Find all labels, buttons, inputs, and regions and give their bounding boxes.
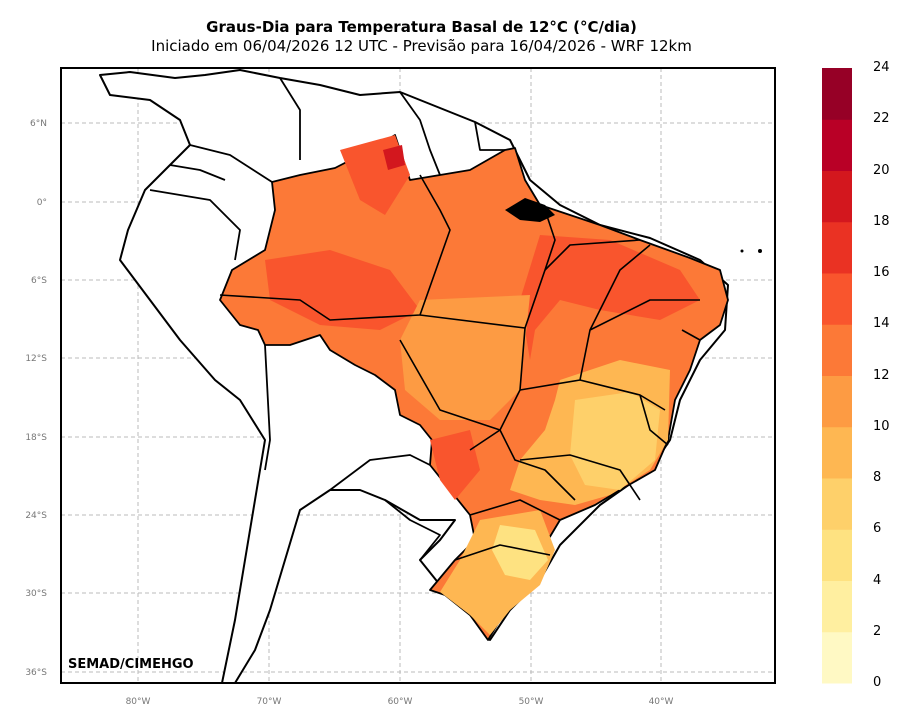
colorbar-tick-label: 18: [873, 213, 890, 229]
colorbar-segment: [822, 324, 852, 376]
lat-label: 6°N: [30, 119, 47, 129]
colorbar-tick-label: 2: [873, 623, 882, 639]
heat-zone-northeast: [520, 235, 700, 360]
mid-zone-center: [400, 295, 530, 420]
colorbar-tick-label: 24: [873, 60, 890, 75]
colorbar-segment: [822, 68, 852, 120]
cool-zone-serra: [492, 525, 548, 580]
lat-label: 6°S: [31, 276, 47, 286]
lat-label: 36°S: [25, 668, 47, 678]
colorbar-segment: [822, 478, 852, 530]
map-frame: [60, 67, 776, 684]
cool-zone-mg: [570, 392, 660, 490]
amazon-delta: [505, 198, 555, 222]
colorbar-segment: [822, 631, 852, 684]
map-subtitle: Iniciado em 06/04/2026 12 UTC - Previsão…: [151, 37, 692, 55]
colorbar-segment: [822, 375, 852, 428]
colorbar-tick-label: 0: [873, 675, 882, 690]
colorbar-tick-label: 4: [873, 572, 882, 588]
country-borders: [149, 77, 505, 561]
colorbar-segment: [822, 221, 852, 274]
colorbar-segment: [822, 170, 852, 223]
lon-label: 50°W: [519, 697, 544, 707]
colorbar-tick-label: 20: [873, 162, 890, 178]
colorbar-tick-label: 22: [873, 111, 890, 127]
colorbar-tick-label: 6: [873, 521, 882, 537]
colorbar-tick-label: 14: [873, 316, 890, 332]
lon-label: 40°W: [649, 697, 674, 707]
lat-label: 12°S: [25, 354, 47, 364]
colorbar-segment: [822, 426, 852, 479]
state-borders: [219, 174, 701, 561]
lon-label: 70°W: [257, 697, 282, 707]
lon-label: 60°W: [388, 697, 413, 707]
lat-label: 30°S: [25, 589, 47, 599]
colorbar-segment: [822, 273, 852, 325]
colorbar-segment: [822, 119, 852, 171]
island-marker: [740, 249, 744, 253]
colorbar-tick-label: 8: [873, 470, 882, 485]
heat-zone-max: [383, 145, 405, 170]
colorbar-tick-label: 10: [873, 418, 890, 434]
lat-label: 0°: [37, 198, 47, 208]
heat-zone-amazon: [265, 250, 420, 330]
credit-label: SEMAD/CIMEHGO: [68, 657, 194, 672]
colorbar: [822, 68, 852, 684]
colorbar-tick-label: 12: [873, 367, 890, 383]
map-title: Graus-Dia para Temperatura Basal de 12°C…: [206, 18, 637, 36]
colorbar-segment: [822, 580, 852, 633]
longitude-labels: 80°W 70°W 60°W 50°W 40°W: [126, 697, 674, 707]
heat-zone-west: [430, 430, 480, 500]
island-marker: [758, 249, 762, 253]
colorbar-segment: [822, 529, 852, 581]
lat-label: 18°S: [25, 433, 47, 443]
lat-label: 24°S: [25, 511, 47, 521]
colorbar-tick-label: 16: [873, 265, 890, 280]
lon-label: 80°W: [126, 697, 151, 707]
latitude-labels: 6°N 0° 6°S 12°S 18°S 24°S 30°S 36°S: [25, 119, 47, 678]
